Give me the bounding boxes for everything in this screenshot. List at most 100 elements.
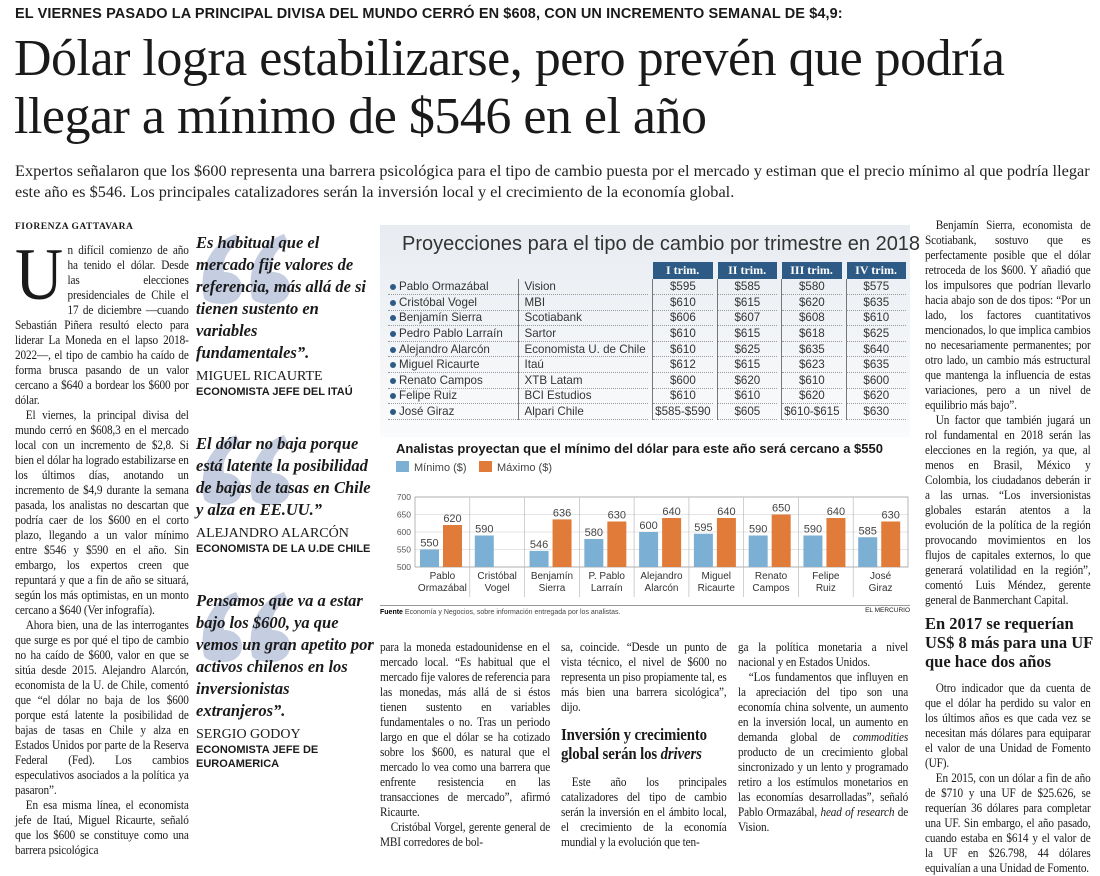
quote-author: SERGIO GODOY — [196, 727, 301, 742]
projection-value: $605 — [717, 403, 777, 420]
paragraph: Cristóbal Vorgel, gerente general de MBI… — [380, 820, 551, 849]
pull-quote: El dólar no baja porque está latente la … — [196, 433, 374, 556]
table-row: Benjamín Sierra Scotiabank $606 $607 $608 $61… — [388, 310, 906, 327]
analyst-name-text: Miguel Ricaurte — [399, 358, 480, 372]
infographic: Proyecciones para el tipo de cambio por … — [380, 225, 920, 617]
paragraph: Otro indicador que da cuenta de que el d… — [925, 681, 1091, 770]
legend-swatch — [479, 461, 492, 472]
pull-quote: Pensamos que va a estar bajo los $600, y… — [196, 590, 374, 771]
legend-label: Máximo ($) — [497, 462, 552, 474]
analyst-name: Miguel Ricaurte — [388, 356, 518, 374]
y-tick-label: 550 — [397, 545, 411, 555]
analyst-name: Pablo Ormazábal — [388, 279, 518, 296]
column-header: II trim. — [717, 262, 777, 279]
analyst-name: Benjamín Sierra — [388, 310, 518, 327]
bar — [474, 535, 494, 567]
analyst-name: Felipe Ruiz — [388, 388, 518, 405]
credit: EL MERCURIO — [865, 607, 910, 614]
data-label: 640 — [827, 506, 845, 518]
data-label: 580 — [585, 527, 603, 539]
data-label: 640 — [662, 506, 680, 518]
pull-quotes: Es habitual que el mercado fije valores … — [196, 232, 374, 805]
x-tick-label: Miguel Ricaurte — [698, 571, 736, 594]
table-row: Pablo Ormazábal Vision $595 $585 $580 $575 — [388, 279, 906, 296]
table-row: Cristóbal Vogel MBI $610 $615 $620 $635 — [388, 294, 906, 311]
projection-value: $600 — [652, 372, 713, 389]
plot-frame — [414, 496, 909, 568]
bar — [881, 521, 901, 567]
quote-author: MIGUEL RICAURTE — [196, 369, 323, 384]
projection-value: $623 — [781, 356, 842, 374]
paragraph: Un factor que también jugará un rol fund… — [925, 413, 1091, 607]
y-tick-label: 650 — [397, 510, 411, 520]
quote-mark-icon — [202, 592, 290, 662]
x-tick-label: Alejandro Alarcón — [640, 571, 683, 594]
subheading: Inversión y crecimiento global serán los… — [561, 725, 727, 763]
text: producto de un crecimiento global sincro… — [738, 745, 909, 819]
byline: FIORENZA GATTAVARA — [15, 222, 134, 232]
bullet-icon — [390, 299, 396, 306]
analyst-name-text: Cristóbal Vogel — [399, 295, 477, 309]
projection-value: $610 — [781, 372, 842, 389]
x-tick-label: Pablo Ormazábal — [418, 571, 467, 594]
text: de Vision. — [738, 805, 909, 834]
bar — [529, 550, 549, 567]
quote-role: ECONOMISTA JEFE DEL ITAÚ — [196, 386, 353, 398]
bullet-icon — [390, 346, 396, 353]
analyst-name-text: Felipe Ruiz — [399, 389, 457, 403]
projection-value: $620 — [781, 294, 842, 311]
pull-quote: Es habitual que el mercado fije valores … — [196, 232, 374, 399]
table-row: Renato Campos XTB Latam $600 $620 $610 $600 — [388, 372, 906, 389]
analyst-name: Renato Campos — [388, 372, 518, 389]
projection-value: $580 — [781, 279, 842, 296]
article-column-bottom-2: sa, coincide. “Desde un punto de vista t… — [561, 640, 727, 850]
quote-role: ECONOMISTA JEFE DE EUROAMERICA — [196, 744, 319, 770]
data-label: 630 — [608, 510, 626, 522]
table-title: Proyecciones para el tipo de cambio por … — [402, 233, 921, 255]
bar — [716, 518, 736, 567]
firm-name: Itaú — [517, 356, 648, 374]
paragraph: Este año los principales catalizadores d… — [561, 775, 727, 849]
projection-value: $610 — [652, 341, 713, 358]
bar — [748, 535, 768, 567]
quote-text: Es habitual que el mercado fije valores … — [196, 233, 367, 362]
chart-source: Fuente Economía y Negocios, sobre inform… — [380, 605, 910, 617]
paragraph: ga la política monetaria a nivel naciona… — [738, 640, 909, 669]
projection-value: $620 — [717, 372, 777, 389]
article-column-bottom-3: ga la política monetaria a nivel naciona… — [738, 640, 908, 835]
blank-header — [388, 262, 518, 279]
firm-name: Sartor — [517, 325, 648, 342]
quote-text: El dólar no baja porque está latente la … — [196, 434, 371, 519]
table-row: Felipe Ruiz BCI Estudios $610 $610 $620 $620 — [388, 388, 906, 405]
bar — [826, 518, 846, 567]
projection-value: $635 — [846, 356, 906, 374]
chart-title: Analistas proyectan que el mínimo del dó… — [396, 441, 883, 456]
analyst-name-text: Pablo Ormazábal — [399, 280, 489, 294]
analyst-name-text: Renato Campos — [399, 373, 483, 387]
paragraph: “Los fundamentos que influyen en la apre… — [738, 670, 908, 835]
x-tick-label: P. Pablo Larraín — [588, 571, 625, 594]
projection-value: $615 — [717, 294, 777, 311]
data-label: 546 — [530, 539, 548, 551]
paragraph: En esa misma línea, el economista jefe d… — [15, 798, 189, 857]
projection-value: $608 — [781, 310, 842, 327]
article-column-right: Benjamín Sierra, economista de Scotiaban… — [925, 218, 1091, 608]
quote-text: Pensamos que va a estar bajo los $600, y… — [196, 591, 374, 720]
projection-value: $615 — [717, 325, 777, 342]
subheading-text: Inversión y crecimiento global serán los — [561, 725, 707, 763]
source-text: Economía y Negocios, sobre información e… — [404, 609, 621, 616]
x-tick-label: Cristóbal Vogel — [477, 571, 516, 594]
bar-chart: Mínimo ($) Máximo ($) 700 650 600 550 500 550 62… — [396, 461, 909, 597]
bar — [420, 549, 439, 567]
bar — [803, 535, 823, 567]
projection-value: $610 — [717, 388, 777, 405]
paragraph: En 2015, con un dólar a fin de año de $7… — [925, 771, 1091, 875]
paragraph: sa, coincide. “Desde un punto de vista t… — [561, 640, 727, 714]
firm-name: Vision — [517, 279, 648, 296]
deck: Expertos señalaron que los $600 represen… — [15, 161, 1090, 201]
analyst-name-text: José Giraz — [399, 405, 455, 419]
firm-name: Scotiabank — [517, 310, 648, 327]
bar — [639, 532, 659, 567]
